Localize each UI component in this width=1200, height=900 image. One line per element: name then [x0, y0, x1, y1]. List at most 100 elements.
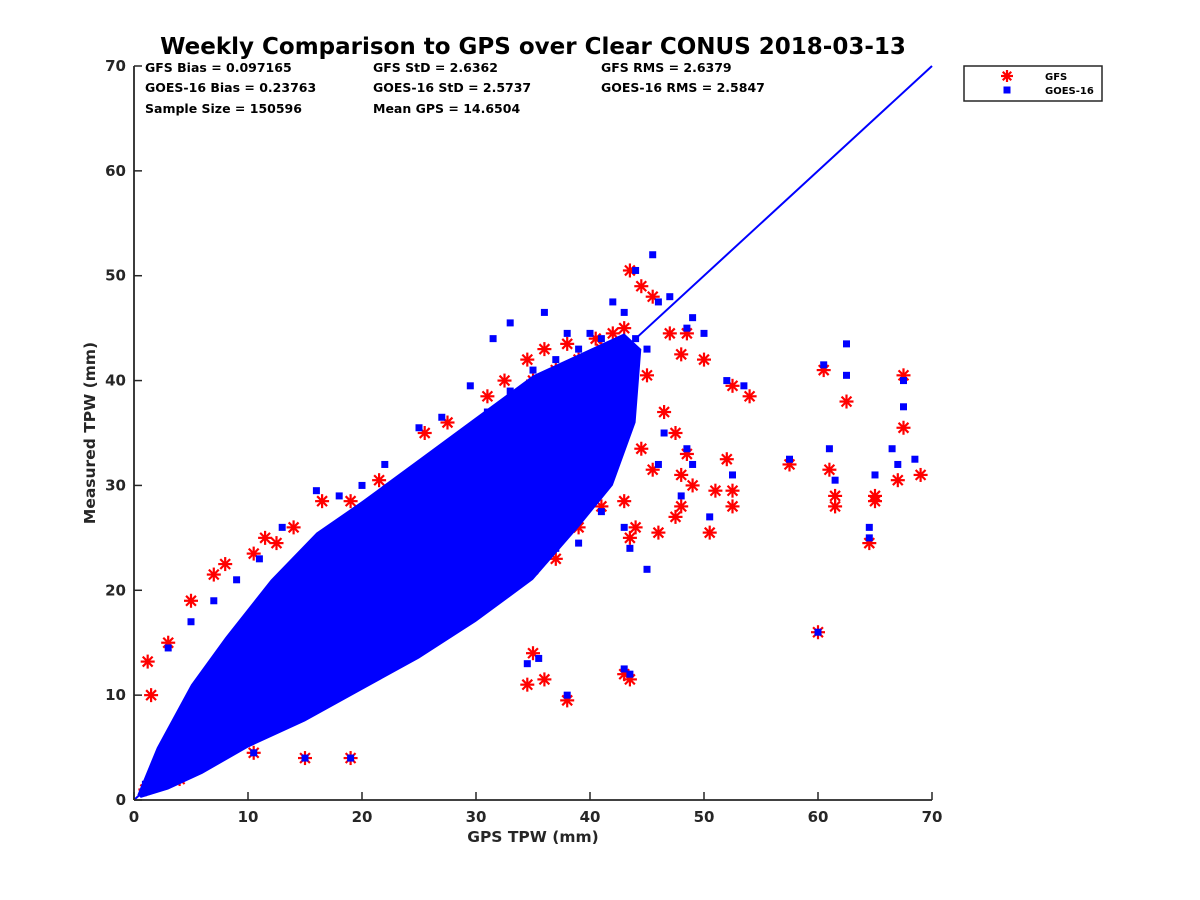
goes16-point [620, 665, 628, 673]
x-tick-label: 10 [238, 808, 259, 826]
goes16-point [244, 686, 252, 694]
goes16-point [244, 712, 252, 720]
y-tick-label: 0 [116, 791, 126, 809]
chart-title: Weekly Comparison to GPS over Clear CONU… [160, 34, 906, 60]
goes16-point [153, 770, 161, 778]
goes16-point [563, 392, 571, 400]
gfs-point [343, 494, 358, 509]
goes16-point [700, 329, 708, 337]
goes16-point [666, 293, 674, 301]
gfs-point [697, 352, 711, 367]
goes16-point [221, 728, 229, 736]
gfs-point [497, 373, 512, 388]
legend-gfs-marker [1001, 70, 1013, 82]
gfs-point [828, 499, 843, 514]
goes16-point [575, 345, 583, 353]
goes16-point [324, 565, 332, 573]
goes16-point [255, 555, 263, 563]
goes16-point [706, 513, 714, 521]
goes16-point [523, 660, 531, 668]
goes16-point [210, 670, 218, 678]
goes16-point [461, 429, 469, 437]
goes16-point [472, 565, 480, 573]
goes16-point [609, 298, 617, 306]
y-tick-label: 20 [105, 581, 126, 599]
goes16-point [888, 445, 896, 453]
goes16-point [506, 319, 514, 327]
goes16-point [381, 460, 389, 468]
gfs-point [548, 551, 563, 566]
gfs-point [184, 593, 198, 608]
goes16-point [381, 560, 389, 568]
gfs-point [657, 405, 672, 420]
gfs-point [258, 530, 273, 545]
goes16-point [740, 382, 748, 390]
gfs-point [674, 347, 689, 362]
goes16-point [563, 523, 571, 531]
goes16-point [312, 681, 320, 689]
goes16-point [586, 371, 594, 379]
gfs-point [560, 336, 575, 351]
goes16-point [563, 691, 571, 699]
goes16-point [472, 476, 480, 484]
goes16-point [894, 460, 902, 468]
goes16-point [563, 329, 571, 337]
goes16-point [643, 565, 651, 573]
stat-text: Sample Size = 150596 [145, 101, 302, 116]
goes16-point [620, 523, 628, 531]
one-to-one-line [133, 65, 933, 801]
goes16-point [312, 487, 320, 495]
goes16-point [506, 387, 514, 395]
gfs-point [719, 452, 734, 467]
plot-area [133, 65, 933, 801]
gfs-point [896, 420, 911, 435]
gfs-point [140, 654, 155, 669]
goes16-point [141, 780, 149, 788]
goes16-point [535, 654, 543, 662]
goes16-point [198, 744, 206, 752]
gfs-point [269, 536, 284, 551]
gfs-point [674, 499, 689, 514]
goes16-point [820, 361, 828, 369]
gfs-point [537, 672, 552, 687]
gfs-point [725, 499, 740, 514]
gfs-point [634, 279, 649, 294]
goes16-point [518, 534, 526, 542]
gfs-point [725, 378, 740, 393]
gfs-point [742, 389, 757, 404]
stat-text: GFS Bias = 0.097165 [145, 60, 292, 75]
goes16-point [529, 366, 537, 374]
y-ticks: 0 10 20 30 40 50 60 70 [105, 57, 142, 809]
goes16-point [466, 382, 474, 390]
gfs-point [372, 473, 387, 488]
goes16-point [831, 476, 839, 484]
gfs-point [617, 494, 632, 509]
goes16-point [540, 555, 548, 563]
goes16-point [415, 471, 423, 479]
goes16-point [404, 539, 412, 547]
goes16-point [381, 639, 389, 647]
goes16-point [609, 350, 617, 358]
goes16-point [210, 597, 218, 605]
goes16-point [620, 308, 628, 316]
gfs-point [708, 483, 723, 498]
gfs-point [839, 394, 854, 409]
goes16-point [683, 445, 691, 453]
goes16-point [689, 460, 697, 468]
goes16-point [871, 471, 879, 479]
gfs-point [520, 677, 535, 692]
gfs-point [668, 509, 683, 524]
goes16-point [153, 780, 161, 788]
goes16-point [404, 618, 412, 626]
goes16-point [632, 266, 640, 274]
stat-text: GFS StD = 2.6362 [373, 60, 498, 75]
stats-block: GFS Bias = 0.097165 GFS StD = 2.6362 GFS R… [145, 60, 765, 116]
legend-box [963, 65, 1103, 102]
gfs-point [868, 494, 882, 509]
goes16-point [677, 492, 685, 500]
goes16-point [689, 314, 697, 322]
x-tick-label: 0 [129, 808, 139, 826]
goes16-point [164, 644, 172, 652]
goes16-point [489, 335, 497, 343]
goes16-point [865, 523, 873, 531]
